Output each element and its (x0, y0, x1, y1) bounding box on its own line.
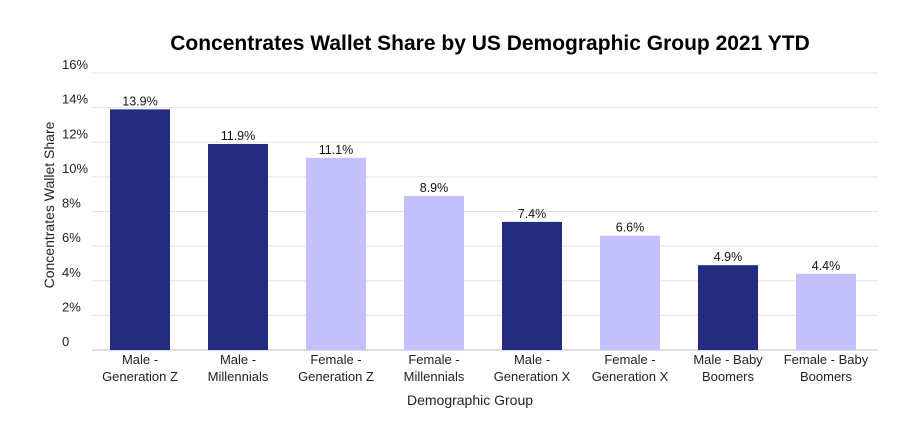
x-tick-label-line: Male - (220, 352, 256, 367)
bar-6 (600, 235, 660, 350)
x-tick-label-line: Generation X (592, 369, 669, 384)
x-tick-label-line: Millennials (208, 369, 269, 384)
x-tick-label: Female - Millennials (404, 352, 465, 384)
x-tick-label-line: Female - (310, 352, 361, 367)
x-tick-label-line: Boomers (800, 369, 853, 384)
data-label: 7.4% (518, 207, 547, 221)
bar-5 (502, 221, 562, 350)
data-labels: 13.9% 11.9% 11.1% 8.9% 7.4% 6.6% 4.9% 4.4% (122, 94, 840, 272)
x-tick-label-line: Female - Baby (784, 352, 869, 367)
bar-1 (110, 109, 170, 350)
x-tick-label-line: Boomers (702, 369, 755, 384)
x-tick-label-line: Millennials (404, 369, 465, 384)
chart-title: Concentrates Wallet Share by US Demograp… (170, 32, 810, 55)
y-axis-ticks: 0 2% 4% 6% 8% 10% 12% 14% 16% (62, 57, 88, 349)
data-label: 4.9% (714, 250, 743, 264)
x-tick-label-line: Female - (604, 352, 655, 367)
y-tick-label: 16% (62, 57, 88, 72)
y-tick-label: 2% (62, 299, 81, 314)
x-tick-label: Female - Baby Boomers (784, 352, 869, 384)
x-tick-label: Male - Generation X (494, 352, 571, 384)
data-label: 11.1% (319, 143, 354, 157)
y-tick-label: 4% (62, 265, 81, 280)
y-tick-label: 10% (62, 161, 88, 176)
x-tick-label-line: Male - (514, 352, 550, 367)
y-tick-label: 14% (62, 92, 88, 107)
x-tick-label-line: Male - (122, 352, 158, 367)
x-tick-label: Female - Generation Z (298, 352, 374, 384)
bar-8 (796, 273, 856, 350)
x-tick-label: Female - Generation X (592, 352, 669, 384)
data-label: 11.9% (221, 129, 256, 143)
x-tick-label-line: Generation Z (298, 369, 374, 384)
data-label: 13.9% (122, 94, 157, 108)
bar-2 (208, 143, 268, 350)
data-label: 8.9% (420, 181, 449, 195)
bars (110, 109, 856, 350)
y-axis-label: Concentrates Wallet Share (41, 121, 57, 288)
bar-4 (404, 195, 464, 350)
x-tick-label: Male - Millennials (208, 352, 269, 384)
bar-3 (306, 157, 366, 350)
x-tick-label-line: Generation Z (102, 369, 178, 384)
bar-7 (698, 265, 758, 350)
y-tick-label: 0 (62, 334, 69, 349)
y-tick-label: 12% (62, 126, 88, 141)
data-label: 4.4% (812, 259, 841, 273)
x-axis-label: Demographic Group (407, 392, 533, 408)
y-tick-label: 8% (62, 196, 81, 211)
x-tick-label-line: Generation X (494, 369, 571, 384)
x-tick-label-line: Male - Baby (693, 352, 763, 367)
x-tick-label: Male - Baby Boomers (693, 352, 763, 384)
x-tick-label: Male - Generation Z (102, 352, 178, 384)
data-label: 6.6% (616, 221, 645, 235)
x-tick-label-line: Female - (408, 352, 459, 367)
y-tick-label: 6% (62, 230, 81, 245)
